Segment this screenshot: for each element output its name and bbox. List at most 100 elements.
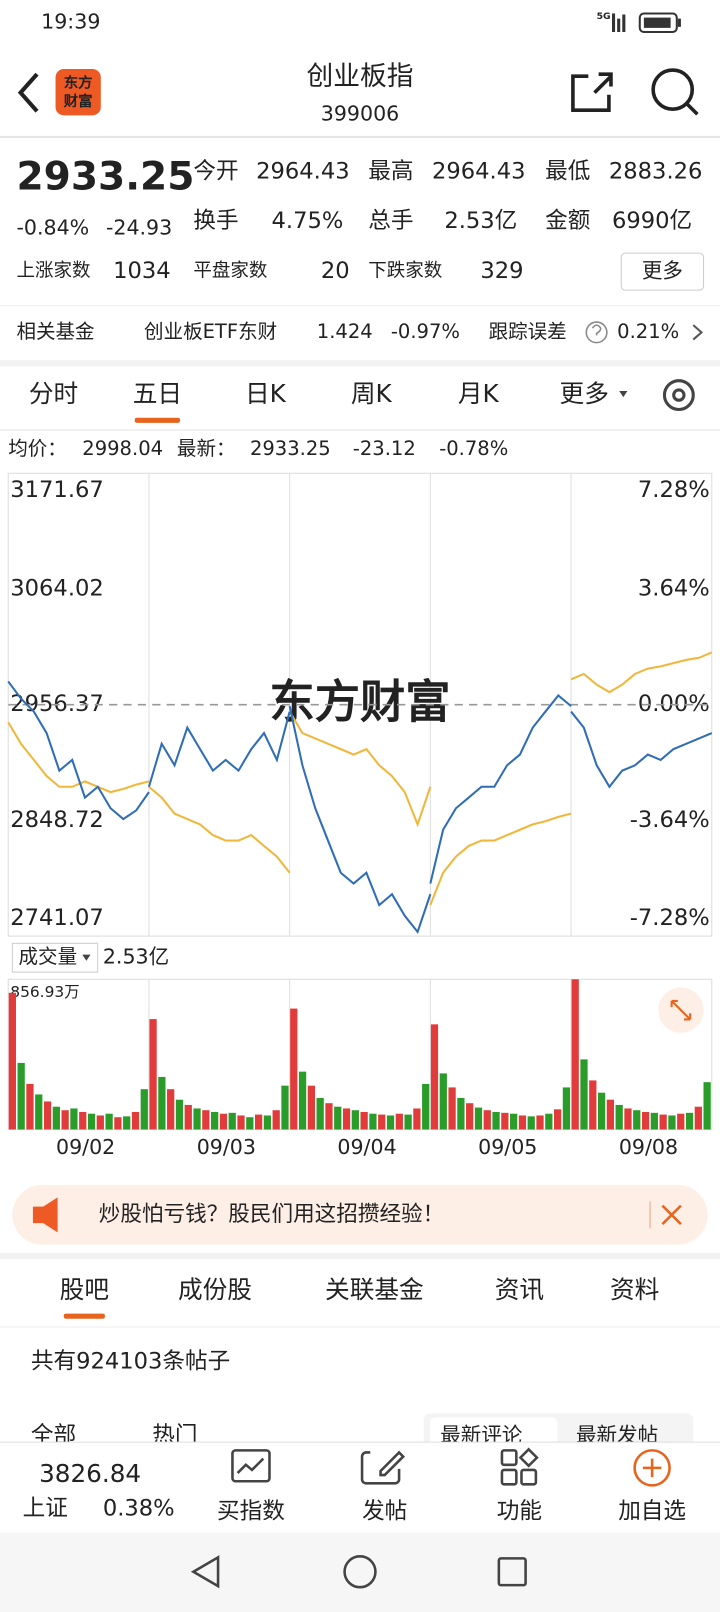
volume-bar [545, 1113, 553, 1130]
section-tab[interactable]: 成份股 [178, 1275, 252, 1304]
share-button[interactable] [571, 72, 613, 112]
speaker-icon [32, 1197, 58, 1233]
breadth-value: 20 [321, 258, 350, 284]
page-title: 创业板指 [307, 61, 414, 92]
volume-bar [553, 1109, 562, 1130]
post-filter: 全部 [31, 1422, 76, 1448]
stat-label: 最低 [545, 158, 590, 184]
y-tick-label: 2848.72 [10, 807, 103, 833]
price-line [429, 693, 572, 884]
volume-bar [633, 1110, 641, 1130]
y-tick-label: 3064.02 [10, 575, 103, 601]
section-tab[interactable]: 资讯 [495, 1275, 544, 1304]
volume-bar [518, 1115, 527, 1130]
more-button[interactable] [620, 252, 705, 291]
volume-bar [254, 1114, 263, 1130]
volume-bar [483, 1110, 491, 1130]
stat-label: 最高 [368, 158, 413, 184]
volume-bar [35, 1094, 43, 1130]
action-label[interactable]: 发帖 [362, 1499, 407, 1525]
network: 5G [597, 11, 611, 22]
volume-bar [624, 1108, 632, 1130]
average-line [429, 812, 572, 906]
volume-bar [606, 1099, 615, 1130]
banner[interactable] [12, 1185, 708, 1245]
action-label[interactable]: 加自选 [618, 1499, 686, 1525]
volume-total: 2.53亿 [103, 945, 169, 969]
volume-selector[interactable] [11, 942, 99, 973]
chevron[interactable] [692, 324, 704, 341]
logo-text: 东方 [64, 73, 93, 91]
volume-bar [219, 1113, 228, 1130]
help-icon[interactable] [585, 321, 608, 344]
volume-bar [52, 1106, 60, 1130]
sort-active [429, 1417, 558, 1443]
volume-bar [272, 1110, 280, 1130]
volume-bar [430, 1024, 439, 1130]
section-tab[interactable]: 关联基金 [325, 1275, 424, 1304]
chart-tab[interactable]: 周K [351, 379, 393, 408]
tab-underline [63, 1313, 105, 1319]
dropdown-arrow [619, 390, 628, 398]
price-line [7, 680, 150, 821]
action-label[interactable]: 功能 [497, 1499, 542, 1525]
settings-button[interactable] [662, 379, 695, 412]
y2-tick-label: -3.64% [630, 807, 710, 833]
volume-bar [149, 1019, 157, 1130]
index-name: 上证 [23, 1496, 68, 1522]
volume-bar [342, 1108, 351, 1130]
expand-icon [670, 999, 692, 1021]
nav-home[interactable] [343, 1555, 377, 1589]
close-button[interactable] [661, 1204, 682, 1226]
action-label[interactable]: 买指数 [217, 1499, 285, 1525]
post-filters: 全部 热门 最新评论 最新发帖 [31, 1413, 694, 1448]
stock-code: 399006 [321, 101, 399, 125]
volume-bar [316, 1097, 324, 1130]
chart-tab[interactable]: 更多 [560, 379, 609, 408]
volume-bar [413, 1108, 421, 1130]
change: -24.93 [106, 215, 172, 239]
chart-tab[interactable]: 日K [245, 379, 287, 408]
dropdown-arrow [82, 954, 91, 961]
volume-bar [96, 1115, 104, 1130]
volume-bar [395, 1113, 403, 1130]
volume-bar [369, 1113, 377, 1130]
chart-tab[interactable]: 月K [458, 379, 500, 408]
back-button[interactable] [17, 72, 39, 113]
nav-back[interactable] [190, 1555, 220, 1589]
x-tick-label: 09/03 [197, 1135, 256, 1159]
volume-bar [298, 1071, 307, 1130]
nav-recent[interactable] [497, 1557, 527, 1587]
volume-bar [474, 1107, 483, 1130]
chart-tab[interactable]: 五日 [133, 379, 182, 408]
volume-bar [70, 1108, 78, 1130]
latest-change: -23.12 [353, 437, 416, 460]
price-line [570, 710, 713, 789]
volume-bar [597, 1092, 606, 1130]
section-tab[interactable]: 股吧 [60, 1275, 109, 1304]
search-button[interactable] [651, 68, 699, 116]
volume-bar [307, 1085, 315, 1130]
volume-bar [703, 1082, 711, 1130]
watermark: 东方财富 [270, 676, 451, 729]
more-label: 更多 [642, 259, 683, 283]
chart-tab[interactable]: 分时 [29, 379, 78, 408]
section-tab[interactable]: 资料 [610, 1275, 659, 1304]
volume-bar [404, 1114, 412, 1130]
sort-option: 最新发帖 [576, 1423, 658, 1447]
status-time: 19:39 [41, 10, 100, 34]
breadth-label: 下跌家数 [368, 261, 442, 282]
average-line [148, 785, 291, 874]
volume-bar [641, 1111, 650, 1130]
x-tick-label: 09/08 [619, 1135, 678, 1159]
volume-bar [43, 1101, 52, 1130]
logo[interactable] [55, 69, 101, 116]
volume-bar [378, 1114, 386, 1130]
volume-bar [26, 1083, 34, 1130]
volume-bar [140, 1089, 148, 1130]
volume-bar [17, 1062, 25, 1130]
y-tick-label: 3171.67 [10, 477, 103, 503]
volume-bar [360, 1111, 368, 1130]
